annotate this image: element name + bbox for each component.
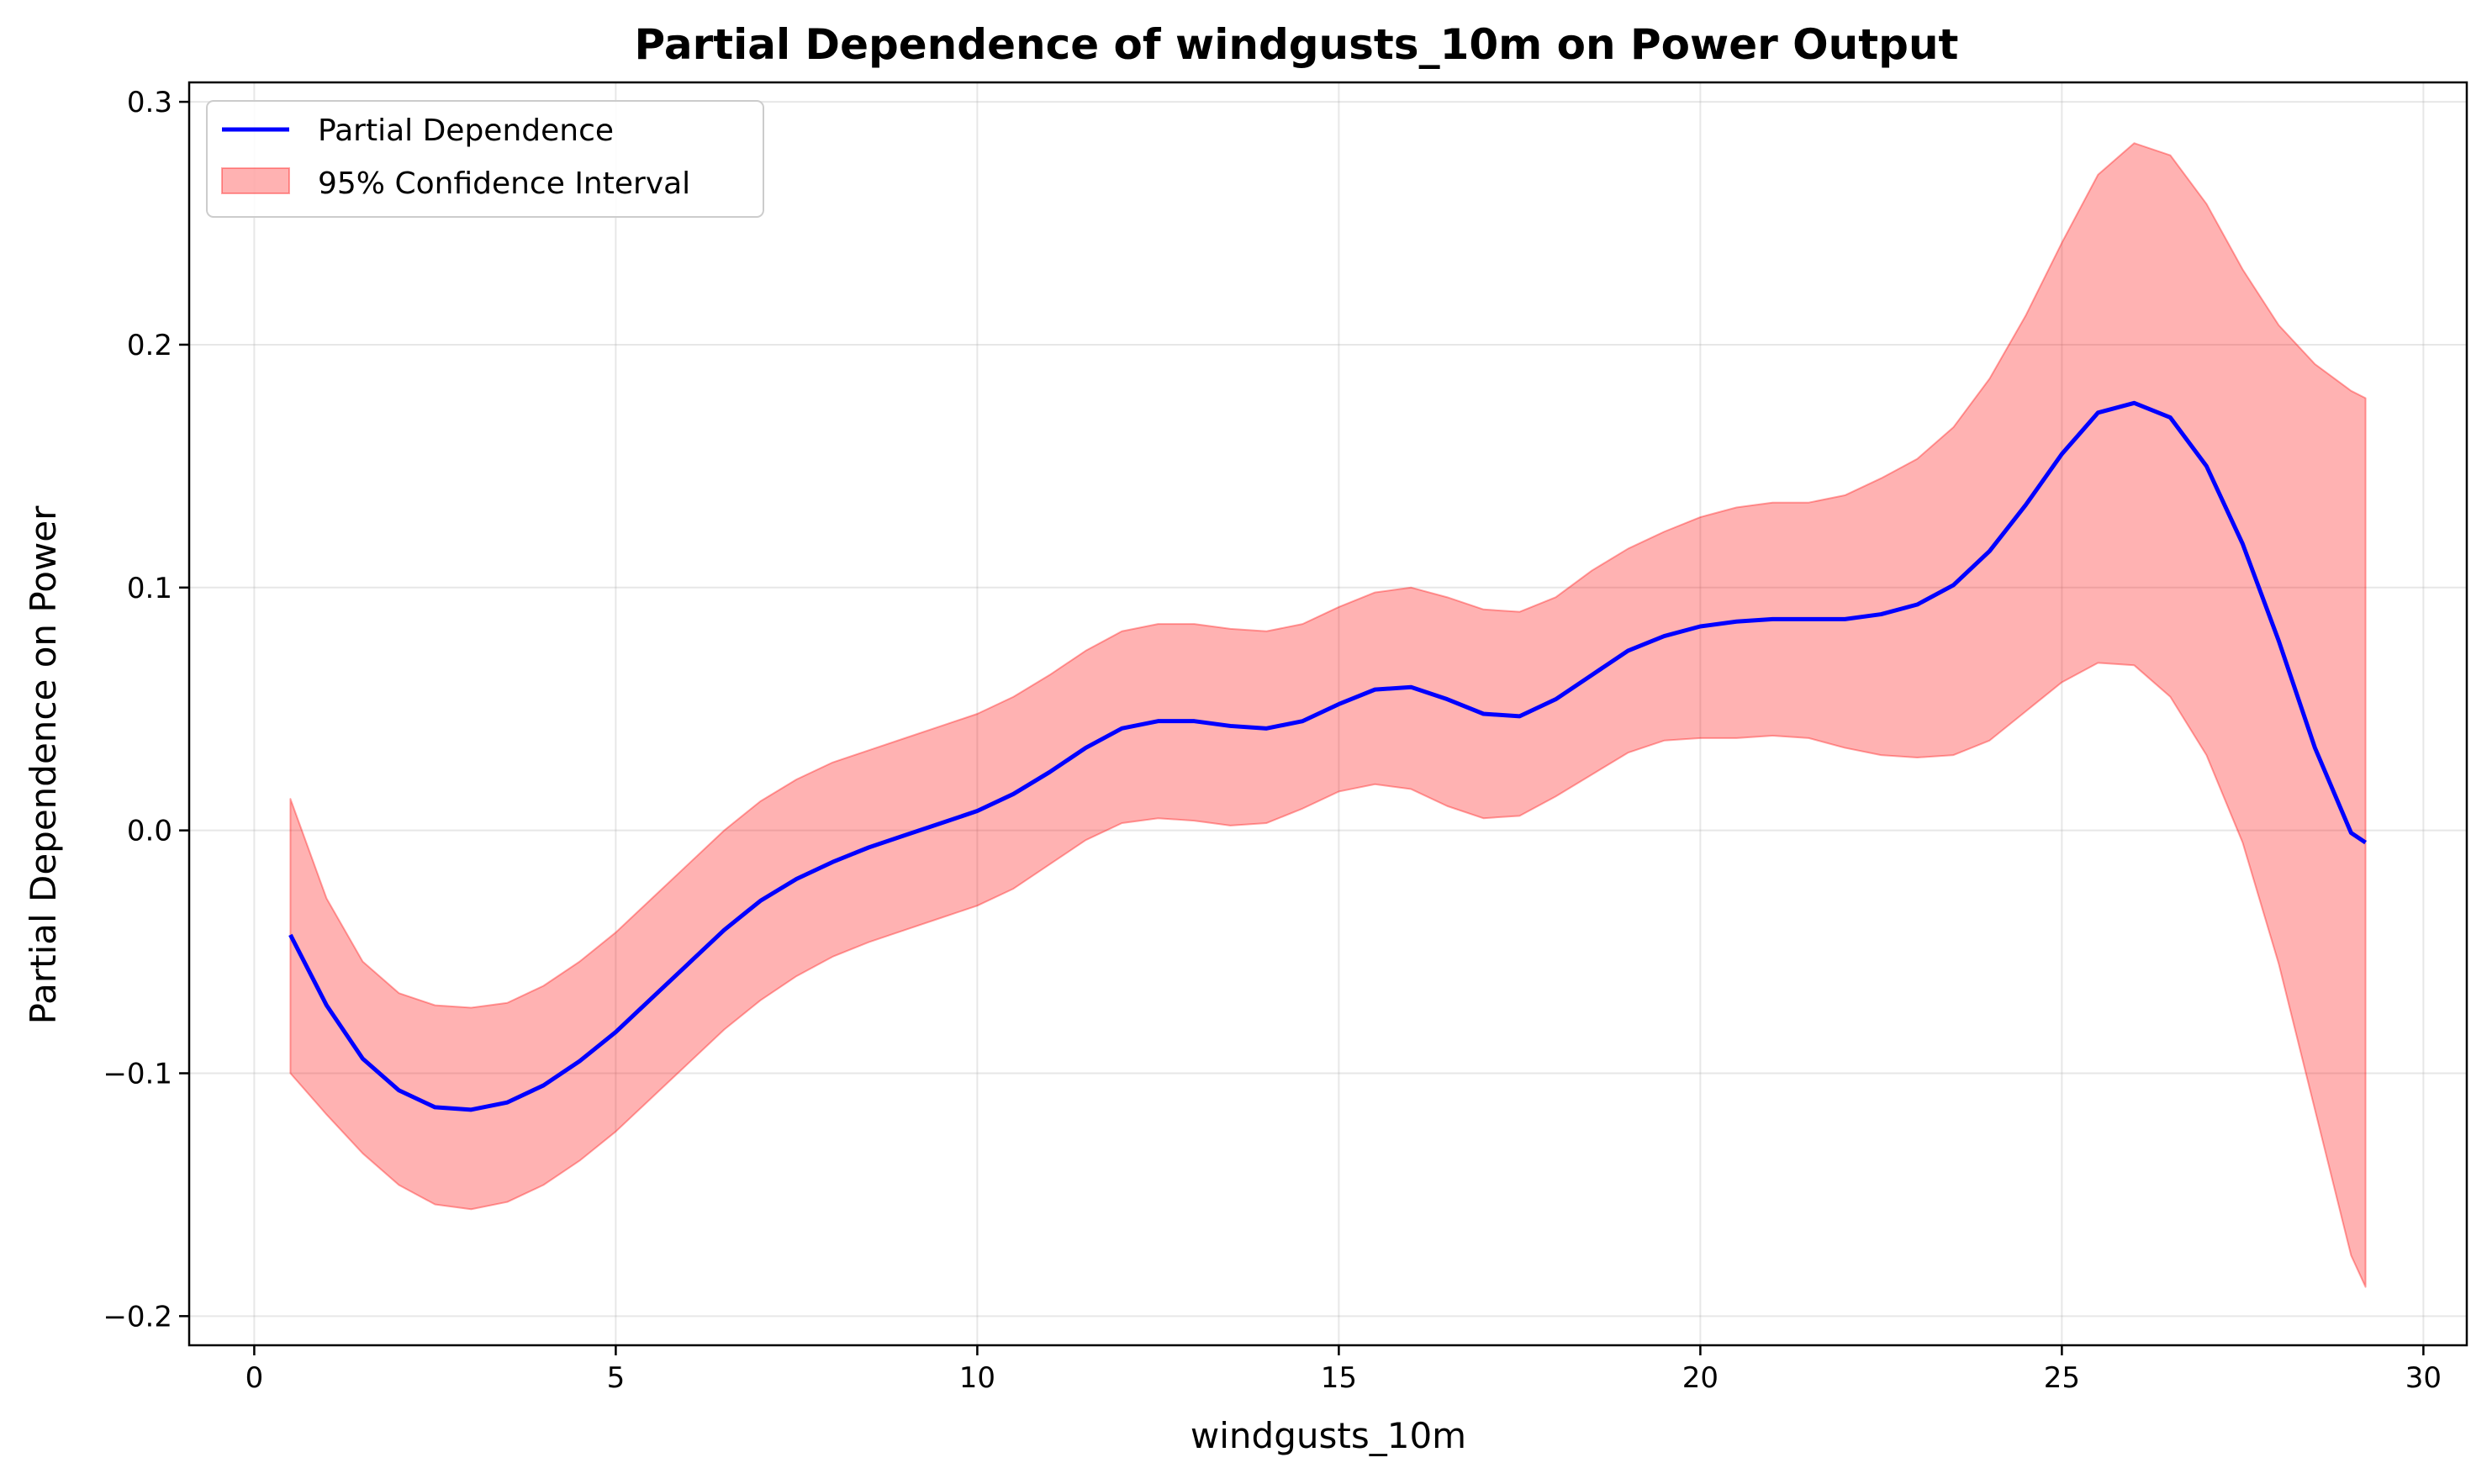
x-tick-label: 30 — [2405, 1361, 2442, 1395]
y-tick-label: 0.0 — [127, 815, 172, 848]
x-tick-label: 0 — [246, 1361, 264, 1395]
y-tick-label: −0.2 — [103, 1300, 172, 1333]
y-tick-label: 0.1 — [127, 572, 172, 605]
plot-frame — [187, 81, 2468, 1347]
legend-box — [206, 100, 764, 218]
ticks: 0 5 10 15 20 25 30 −0.2 −0.1 0.0 0.1 0.2 0.3 — [103, 86, 2442, 1395]
legend: Partial Dependence 95% Confidence Interv… — [206, 100, 764, 218]
y-axis-label: Partial Dependence on Power — [23, 505, 64, 1024]
grid — [189, 82, 2467, 1345]
legend-label-confidence-interval: 95% Confidence Interval — [318, 166, 690, 201]
x-tick-label: 15 — [1321, 1361, 1357, 1395]
x-tick-label: 25 — [2044, 1361, 2080, 1395]
chart-title: Partial Dependence of windgusts_10m on P… — [635, 20, 1959, 69]
x-tick-label: 10 — [959, 1361, 995, 1395]
legend-band-swatch — [221, 167, 290, 194]
confidence-interval-band — [289, 142, 2367, 1288]
y-tick-label: 0.3 — [127, 86, 172, 119]
plot-data — [288, 142, 2367, 1288]
legend-label-partial-dependence: Partial Dependence — [318, 114, 614, 148]
y-tick-label: −0.1 — [103, 1057, 172, 1091]
x-tick-label: 5 — [607, 1361, 626, 1395]
x-axis-label: windgusts_10m — [1191, 1415, 1466, 1456]
partial-dependence-line — [288, 400, 2367, 1112]
x-tick-label: 20 — [1682, 1361, 1719, 1395]
y-tick-label: 0.2 — [127, 329, 172, 362]
